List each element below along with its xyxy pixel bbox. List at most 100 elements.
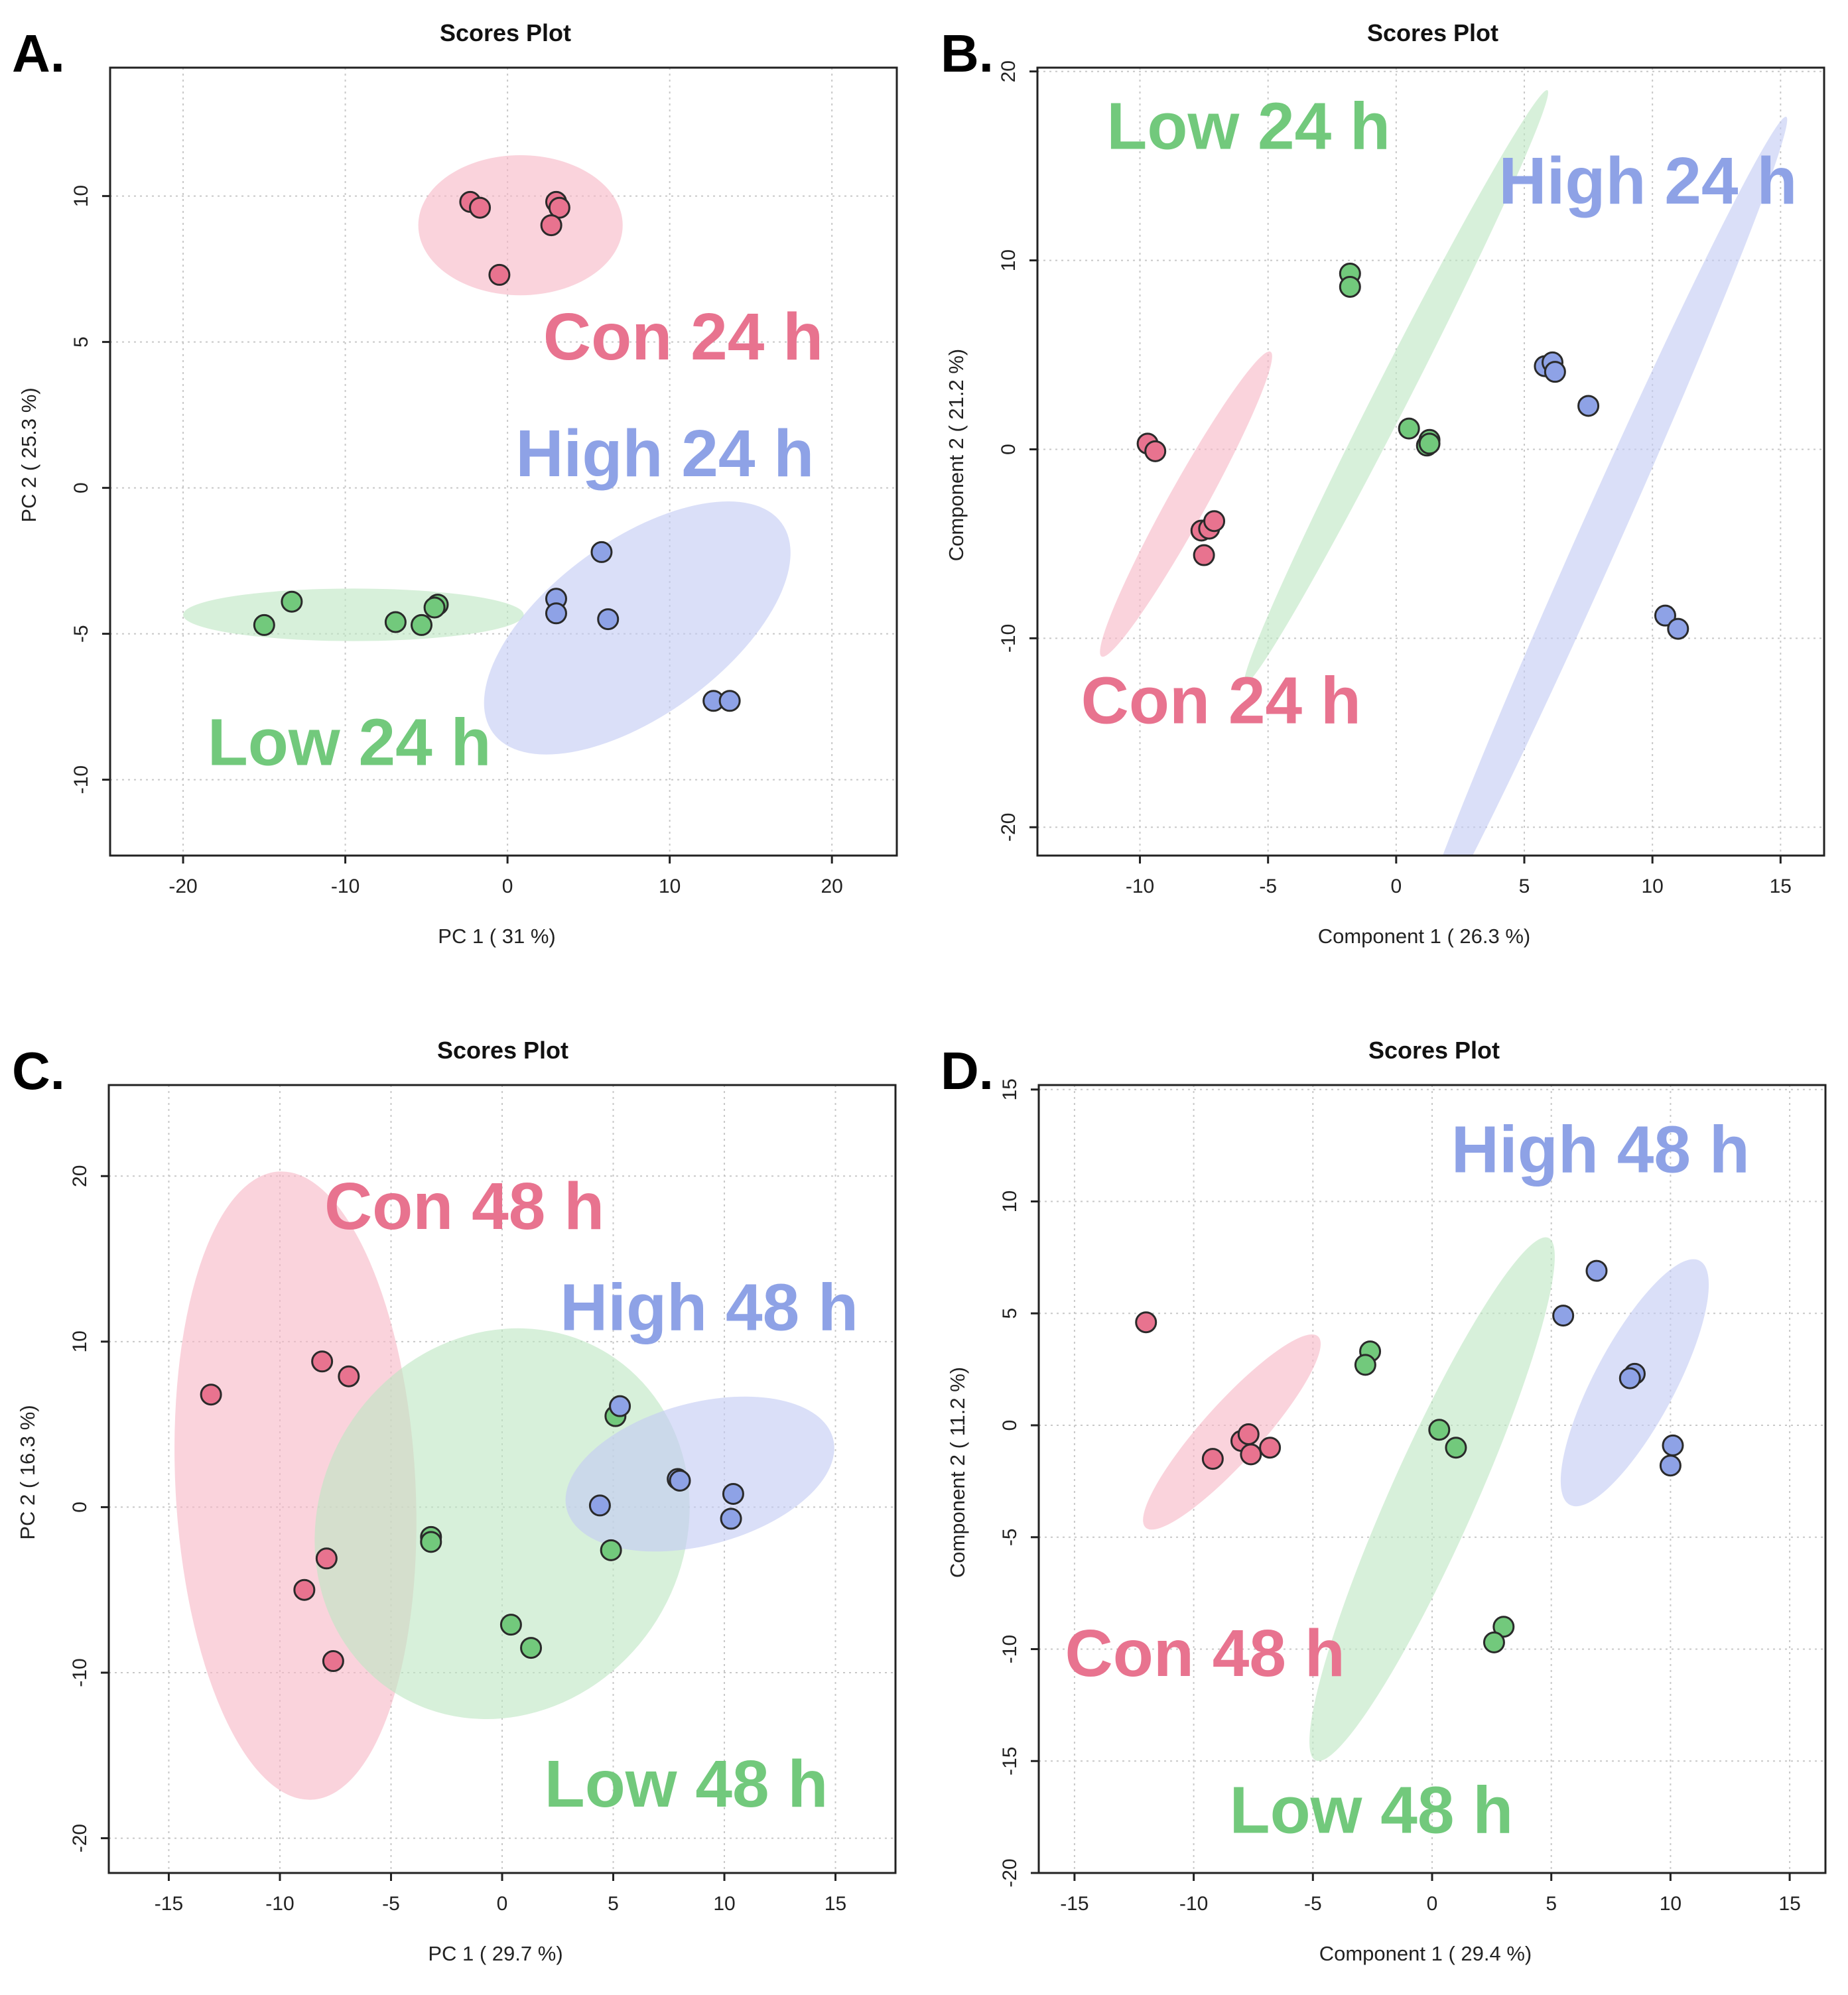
- panel-4: D. Scores Plot -15 -10 -5 0 5 10 15 Component 1 (…: [941, 1037, 1827, 1965]
- ellipse-high-24-h: [484, 501, 791, 755]
- x-axis: -15 -10 -5 0 5 10 15 Component 1 ( 29.4 %): [1060, 1873, 1801, 1965]
- x-tick-label: 15: [1770, 875, 1792, 897]
- y-tick-label: -20: [69, 1824, 91, 1852]
- point-low-24-h: [253, 613, 275, 636]
- point-low-48-h: [600, 1539, 622, 1561]
- point-high-48-h: [1659, 1454, 1682, 1477]
- point-high-24-h: [718, 690, 741, 712]
- point-low-48-h: [520, 1637, 543, 1659]
- confidence-ellipses: [174, 1171, 834, 1800]
- panel-letter: B.: [941, 24, 994, 83]
- point-con-48-h: [322, 1650, 344, 1673]
- x-tick-label: 10: [1641, 875, 1663, 897]
- point-low-48-h: [1428, 1419, 1451, 1441]
- point-high-48-h: [1552, 1305, 1575, 1327]
- point-con-24-h: [548, 196, 570, 219]
- point-high-24-h: [1654, 604, 1676, 627]
- y-tick-label: 15: [999, 1078, 1021, 1100]
- y-tick-label: -5: [999, 1528, 1021, 1546]
- ellipse-con-24-h: [418, 155, 623, 296]
- y-tick-label: -10: [999, 1635, 1021, 1663]
- y-tick-label: -20: [999, 1858, 1021, 1887]
- group-label-high-24-h: High 24 h: [515, 417, 814, 491]
- group-label-low-48-h: Low 48 h: [1230, 1773, 1514, 1847]
- ellipse-low-24-h: [183, 588, 524, 641]
- point-con-24-h: [488, 263, 511, 286]
- y-tick-label: 20: [998, 60, 1020, 82]
- point-high-48-h: [720, 1508, 742, 1530]
- point-con-48-h: [1240, 1443, 1262, 1466]
- x-tick-label: -15: [155, 1893, 183, 1915]
- x-tick-label: -5: [1259, 875, 1277, 897]
- point-high-24-h: [597, 608, 620, 631]
- panel-letter: A.: [12, 24, 65, 83]
- y-tick-label: 0: [69, 1502, 91, 1513]
- y-axis: -20 -10 0 10 20 PC 2 ( 16.3 %): [16, 1165, 109, 1852]
- x-tick-label: 5: [1519, 875, 1530, 897]
- data-points: [200, 1350, 744, 1673]
- x-tick-label: -5: [382, 1893, 400, 1915]
- point-con-48-h: [293, 1578, 316, 1601]
- point-high-24-h: [1544, 361, 1566, 383]
- group-label-con-48-h: Con 48 h: [1065, 1616, 1345, 1691]
- group-label-high-24-h: High 24 h: [1498, 144, 1797, 218]
- y-tick-label: -20: [998, 813, 1020, 842]
- panel-letter: C.: [12, 1041, 65, 1100]
- panel-2: B. Scores Plot -10 -5 0 5 10 15 Component 1 ( 26…: [941, 19, 1825, 948]
- point-low-48-h: [1445, 1437, 1467, 1459]
- x-tick-label: 5: [1546, 1893, 1557, 1915]
- group-labels: High 48 h Con 48 h Low 48 h: [1065, 1113, 1750, 1848]
- x-axis-title: Component 1 ( 29.4 %): [1319, 1942, 1532, 1965]
- x-tick-label: -15: [1060, 1893, 1089, 1915]
- point-high-48-h: [669, 1469, 691, 1492]
- x-tick-label: 10: [713, 1893, 735, 1915]
- point-con-24-h: [540, 214, 562, 237]
- point-con-48-h: [1259, 1437, 1282, 1459]
- y-axis-title: PC 2 ( 25.3 %): [17, 387, 40, 522]
- point-low-48-h: [1354, 1354, 1376, 1376]
- point-con-48-h: [311, 1350, 334, 1373]
- point-high-48-h: [1585, 1259, 1608, 1282]
- x-tick-label: 10: [659, 875, 681, 897]
- group-label-high-48-h: High 48 h: [560, 1270, 858, 1344]
- point-high-48-h: [588, 1494, 611, 1517]
- point-high-48-h: [722, 1482, 744, 1505]
- point-con-48-h: [200, 1384, 222, 1406]
- y-tick-label: -10: [998, 624, 1020, 653]
- group-label-con-24-h: Con 24 h: [543, 300, 823, 374]
- y-tick-label: 10: [998, 249, 1020, 271]
- panel-3: C. Scores Plot -15 -10 -5 0 5 10 15 PC 1 ( 29.7 %…: [12, 1037, 897, 1965]
- point-low-24-h: [423, 596, 446, 619]
- ellipse-high-48-h: [565, 1396, 834, 1552]
- x-axis: -15 -10 -5 0 5 10 15 PC 1 ( 29.7 %): [155, 1873, 846, 1965]
- data-points: [1135, 1259, 1684, 1653]
- panel-letter: D.: [941, 1041, 994, 1100]
- x-tick-label: -20: [168, 875, 197, 897]
- y-axis-title: Component 2 ( 11.2 %): [946, 1367, 969, 1578]
- x-axis-title: PC 1 ( 29.7 %): [428, 1942, 562, 1965]
- point-con-48-h: [338, 1365, 360, 1387]
- group-label-high-48-h: High 48 h: [1451, 1113, 1750, 1187]
- point-con-48-h: [1201, 1448, 1224, 1470]
- plot-frame: [109, 66, 898, 857]
- x-tick-label: 20: [821, 875, 842, 897]
- point-high-24-h: [545, 602, 567, 625]
- y-tick-label: 20: [69, 1165, 91, 1187]
- group-labels: Con 48 h High 48 h Low 48 h: [324, 1169, 858, 1821]
- y-tick-label: 10: [70, 185, 92, 207]
- point-con-24-h: [469, 196, 492, 219]
- point-low-24-h: [1398, 417, 1420, 440]
- ellipse-con-48-h: [1143, 1334, 1321, 1530]
- ellipse-high-24-h: [1410, 116, 1788, 856]
- x-axis: -20 -10 0 10 20 PC 1 ( 31 %): [168, 856, 843, 948]
- y-tick-label: 5: [70, 336, 92, 348]
- point-low-24-h: [281, 590, 303, 613]
- plot-title: Scores Plot: [437, 1037, 568, 1064]
- point-high-48-h: [1662, 1434, 1684, 1456]
- point-low-48-h: [499, 1614, 522, 1636]
- x-tick-label: 0: [1427, 1893, 1438, 1915]
- y-tick-label: 0: [70, 482, 92, 493]
- y-axis: -20 -15 -10 -5 0 5 10 15 Component 2 ( 11.2 %): [946, 1078, 1039, 1888]
